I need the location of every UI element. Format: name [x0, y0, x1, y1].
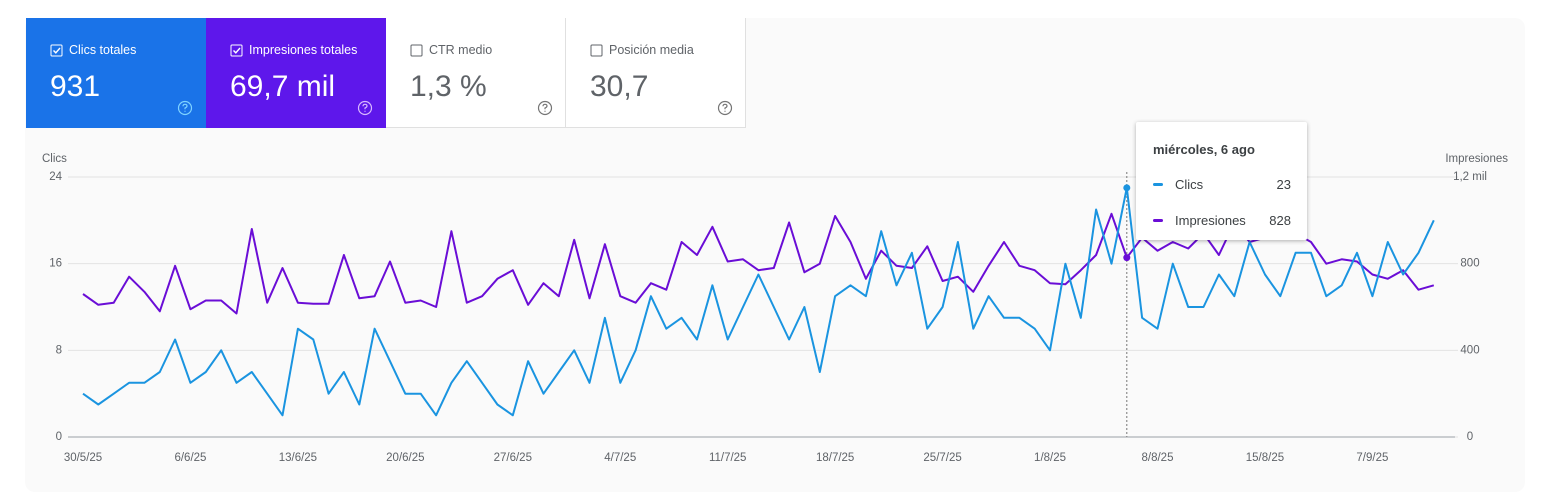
metric-card[interactable]: CTR medio 1,3 % [386, 18, 566, 128]
y-tick-label: 16 [49, 258, 62, 270]
hover-point [1123, 184, 1131, 192]
help-icon[interactable] [177, 100, 193, 116]
tooltip-value: 23 [1276, 177, 1291, 192]
help-mark [722, 103, 728, 112]
y2-tick-label: 0 [1467, 431, 1473, 443]
metric-value: 931 [50, 70, 101, 103]
y-axis-title: Clics [42, 153, 67, 165]
checkbox-box [410, 44, 423, 57]
x-tick-label: 27/6/25 [494, 452, 532, 464]
checkbox-box [50, 44, 63, 57]
x-tick-label: 25/7/25 [923, 452, 961, 464]
metric-value: 69,7 mil [230, 70, 336, 103]
y2-axis-title: Impresiones [1445, 153, 1508, 165]
help-circle [357, 100, 373, 116]
help-mark [542, 103, 548, 112]
help-icon[interactable] [717, 100, 733, 116]
checkmark [53, 47, 61, 54]
checkbox [410, 44, 423, 57]
help-circle [717, 100, 733, 116]
y2-tick-label: 800 [1460, 258, 1479, 270]
help-circle [537, 100, 553, 116]
y2-tick-label: 1,2 mil [1453, 171, 1487, 183]
metric-card[interactable]: Impresiones totales 69,7 mil [206, 18, 386, 128]
metric-label: CTR medio [429, 43, 493, 57]
tooltip-title: miércoles, 6 ago [1153, 142, 1255, 157]
tooltip-swatch [1153, 183, 1163, 186]
checkbox-box [590, 44, 603, 57]
metric-card[interactable]: Clics totales 931 [26, 18, 206, 128]
x-tick-label: 18/7/25 [816, 452, 854, 464]
x-tick-label: 4/7/25 [604, 452, 636, 464]
metric-label: Impresiones totales [249, 43, 358, 57]
metric-value: 1,3 % [410, 70, 487, 103]
help-mark [362, 103, 368, 112]
checkbox-box [230, 44, 243, 57]
x-tick-label: 8/8/25 [1142, 452, 1174, 464]
y-tick-label: 0 [56, 431, 62, 443]
x-tick-label: 7/9/25 [1356, 452, 1388, 464]
x-tick-label: 6/6/25 [174, 452, 206, 464]
metric-label: Posición media [609, 43, 694, 57]
x-tick-label: 15/8/25 [1246, 452, 1284, 464]
series-line [82, 186, 1435, 417]
metric-label: Clics totales [69, 43, 137, 57]
y-tick-label: 8 [56, 344, 62, 356]
tooltip-value: 828 [1269, 213, 1291, 228]
checkbox [50, 44, 63, 57]
series-line [82, 212, 1435, 315]
metric-value: 30,7 [590, 70, 649, 103]
metric-card[interactable]: Posición media 30,7 [566, 18, 746, 128]
y-tick-label: 24 [49, 171, 62, 183]
help-circle [177, 100, 193, 116]
checkbox [230, 44, 243, 57]
x-tick-label: 20/6/25 [386, 452, 424, 464]
x-tick-label: 11/7/25 [709, 452, 747, 464]
help-icon[interactable] [357, 100, 373, 116]
x-tick-label: 1/8/25 [1034, 452, 1066, 464]
tooltip-row: Impresiones 828 [1153, 213, 1291, 229]
tooltip-row: Clics 23 [1153, 177, 1291, 193]
help-mark [182, 103, 188, 112]
checkbox [590, 44, 603, 57]
hover-point [1123, 254, 1131, 262]
help-icon[interactable] [537, 100, 553, 116]
tooltip-series-name: Impresiones [1175, 213, 1246, 228]
tooltip: miércoles, 6 ago Clics 23 Impresiones 828 [1136, 122, 1307, 240]
checkmark [233, 47, 241, 54]
tooltip-series-name: Clics [1175, 177, 1204, 192]
x-tick-label: 13/6/25 [279, 452, 317, 464]
y2-tick-label: 400 [1460, 344, 1479, 356]
tooltip-swatch [1153, 219, 1163, 222]
x-tick-label: 30/5/25 [64, 452, 102, 464]
